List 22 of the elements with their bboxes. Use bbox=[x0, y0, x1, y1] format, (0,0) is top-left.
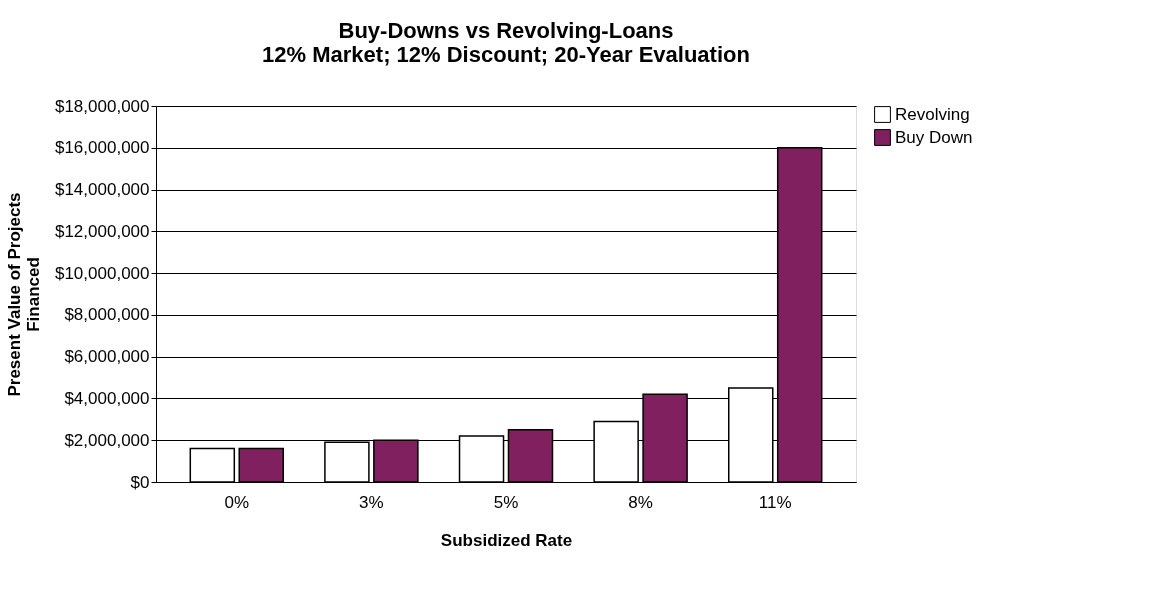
legend-label: Revolving bbox=[895, 104, 970, 124]
text: Financed bbox=[23, 257, 43, 332]
text: Buy-Downs vs Revolving-Loans bbox=[338, 18, 674, 43]
y-tick-label: $2,000,000 bbox=[64, 430, 150, 450]
x-tick-label: 3% bbox=[359, 492, 384, 512]
x-tick-label: 5% bbox=[493, 492, 519, 512]
y-tick-label: $6,000,000 bbox=[64, 347, 150, 367]
text: Present Value of Projects bbox=[4, 192, 24, 397]
y-tick-label: $4,000,000 bbox=[64, 388, 150, 408]
y-tick-label: $8,000,000 bbox=[64, 305, 150, 325]
text: 12% Market; 12% Discount; 20-Year Evaluation bbox=[262, 42, 750, 67]
x-tick-label: 8% bbox=[628, 492, 653, 512]
x-tick-label: 0% bbox=[224, 492, 250, 512]
y-tick-label: $16,000,000 bbox=[54, 138, 150, 158]
y-tick-label: $14,000,000 bbox=[54, 180, 150, 200]
y-tick-label: $18,000,000 bbox=[54, 96, 150, 116]
x-axis-title: Subsidized Rate bbox=[440, 530, 573, 550]
y-tick-label: $0 bbox=[130, 472, 150, 492]
y-tick-label: $12,000,000 bbox=[54, 221, 150, 241]
x-tick-label: 11% bbox=[758, 492, 792, 512]
y-tick-label: $10,000,000 bbox=[54, 263, 150, 283]
legend-label: Buy Down bbox=[895, 127, 973, 147]
